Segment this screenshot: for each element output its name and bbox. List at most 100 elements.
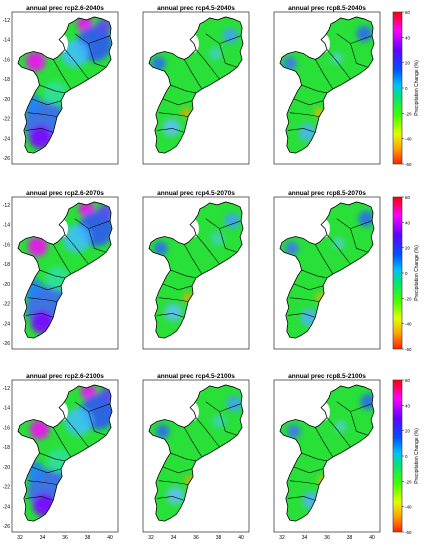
map-panel: annual prec rcp4.5-2100s 32 34 36 38 40 bbox=[142, 373, 250, 541]
mozambique-map bbox=[18, 16, 112, 153]
y-tick-label: -26 bbox=[3, 524, 10, 530]
panel-title: annual prec rcp8.5-2100s bbox=[288, 373, 366, 380]
x-tick-label: 40 bbox=[107, 535, 113, 541]
anomaly-blob bbox=[155, 424, 170, 439]
colorbar-label: Precipitation Change (%) bbox=[414, 428, 420, 484]
x-tick-label: 40 bbox=[238, 535, 244, 541]
mozambique-map bbox=[18, 384, 116, 521]
colorbar-tick-label: -20 bbox=[405, 296, 412, 301]
colorbar-tick-label: 20 bbox=[405, 61, 411, 66]
anomaly-blob bbox=[332, 237, 345, 250]
colorbar-gradient bbox=[392, 196, 403, 350]
colorbar-tick-label: 0 bbox=[405, 454, 408, 459]
anomaly-blob bbox=[358, 210, 375, 227]
anomaly-blob bbox=[360, 393, 375, 410]
anomaly-blob bbox=[222, 27, 239, 44]
anomaly-blob bbox=[226, 395, 243, 412]
colorbar-row-2 bbox=[392, 196, 403, 350]
colorbar-label: Precipitation Change (%) bbox=[414, 245, 420, 301]
map-panel: annual prec rcp4.5-2070s bbox=[142, 190, 250, 350]
precip-anomaly-field bbox=[282, 25, 373, 142]
x-tick-label: 34 bbox=[171, 535, 177, 541]
y-tick-label: -26 bbox=[3, 156, 10, 162]
province-boundaries bbox=[287, 218, 373, 318]
y-tick-label: -12 bbox=[3, 203, 10, 209]
colorbar-row-3 bbox=[392, 379, 403, 533]
y-tick-label: -22 bbox=[3, 117, 10, 123]
mozambique-map bbox=[280, 17, 374, 153]
colorbar-tick-label: -40 bbox=[405, 137, 412, 142]
y-tick-label: -24 bbox=[3, 504, 10, 510]
colorbar-tick-label: 0 bbox=[405, 86, 408, 91]
anomaly-blob bbox=[224, 212, 241, 229]
x-tick-label: 36 bbox=[62, 535, 68, 541]
map-panel: annual prec rcp2.6-2040s -12 -14 -16 -18 -20 -… bbox=[3, 5, 119, 165]
anomaly-blob bbox=[330, 52, 343, 65]
anomaly-blob bbox=[61, 39, 89, 68]
panel-title: annual prec rcp4.5-2040s bbox=[157, 5, 235, 12]
anomaly-blob bbox=[286, 424, 301, 439]
anomaly-blob bbox=[334, 420, 347, 433]
province-boundaries bbox=[156, 218, 242, 318]
colorbar-tick-label: -60 bbox=[405, 162, 412, 167]
x-tick-label: 40 bbox=[369, 535, 375, 541]
y-tick-label: -24 bbox=[3, 321, 10, 327]
anomaly-blob bbox=[29, 419, 50, 440]
x-tick-label: 34 bbox=[40, 535, 46, 541]
y-tick-label: -18 bbox=[3, 445, 10, 451]
colorbar-tick-label: 0 bbox=[405, 271, 408, 276]
anomaly-blob bbox=[151, 56, 166, 71]
y-tick-label: -14 bbox=[3, 406, 10, 412]
colorbar-tick-label: -20 bbox=[405, 111, 412, 116]
colorbar-tick-label: 40 bbox=[405, 403, 411, 408]
colorbar-gradient bbox=[392, 11, 403, 165]
map-panel: annual prec rcp8.5-2040s bbox=[273, 5, 381, 165]
anomaly-blob bbox=[164, 303, 183, 322]
y-tick-label: -22 bbox=[3, 485, 10, 491]
y-tick-label: -16 bbox=[3, 242, 10, 248]
y-tick-label: -18 bbox=[3, 77, 10, 83]
province-boundaries bbox=[25, 33, 111, 133]
panel-title: annual prec rcp2.6-2100s bbox=[26, 373, 104, 380]
anomaly-blob bbox=[166, 486, 185, 505]
panel-title: annual prec rcp2.6-2040s bbox=[26, 5, 104, 12]
anomaly-blob bbox=[65, 407, 93, 436]
x-tick-label: 34 bbox=[302, 535, 308, 541]
map-panel: annual prec rcp4.5-2040s bbox=[142, 5, 250, 165]
colorbar-tick-label: -40 bbox=[405, 505, 412, 510]
province-boundaries bbox=[156, 33, 242, 133]
y-tick-label: -22 bbox=[3, 302, 10, 308]
anomaly-blob bbox=[63, 224, 91, 253]
y-tick-label: -14 bbox=[3, 223, 10, 229]
map-panel: annual prec rcp2.6-2070s -12 -14 -16 -18 -20 -… bbox=[3, 190, 119, 350]
y-tick-label: -20 bbox=[3, 97, 10, 103]
y-tick-label: -14 bbox=[3, 38, 10, 44]
colorbar-tick-label: 40 bbox=[405, 220, 411, 225]
anomaly-blob bbox=[25, 51, 46, 72]
x-tick-label: 36 bbox=[193, 535, 199, 541]
precip-anomaly-field bbox=[24, 384, 113, 518]
anomaly-blob bbox=[43, 81, 67, 105]
colorbar-tick-label: -40 bbox=[405, 322, 412, 327]
province-boundaries bbox=[156, 401, 242, 501]
colorbar-tick-label: -60 bbox=[405, 530, 412, 535]
y-tick-label: -24 bbox=[3, 136, 10, 142]
x-tick-label: 38 bbox=[347, 535, 353, 541]
y-tick-label: -18 bbox=[3, 262, 10, 268]
panel-title: annual prec rcp4.5-2070s bbox=[157, 190, 235, 197]
panel-title: annual prec rcp8.5-2070s bbox=[288, 190, 366, 197]
colorbar-tick-label: -60 bbox=[405, 347, 412, 352]
map-panel: annual prec rcp2.6-2100s -12 -14 -16 -18 -20 -… bbox=[3, 373, 119, 541]
anomaly-blob bbox=[356, 25, 373, 42]
colorbar-row-1 bbox=[392, 11, 403, 165]
panel-title: annual prec rcp2.6-2070s bbox=[26, 190, 104, 197]
precip-anomaly-field bbox=[20, 16, 113, 150]
y-tick-label: -12 bbox=[3, 386, 10, 392]
colorbar-tick-label: 40 bbox=[405, 35, 411, 40]
colorbar-tick-label: -20 bbox=[405, 479, 412, 484]
y-tick-label: -16 bbox=[3, 425, 10, 431]
y-tick-label: -16 bbox=[3, 57, 10, 63]
y-tick-label: -12 bbox=[3, 18, 10, 24]
mozambique-map bbox=[149, 202, 243, 338]
